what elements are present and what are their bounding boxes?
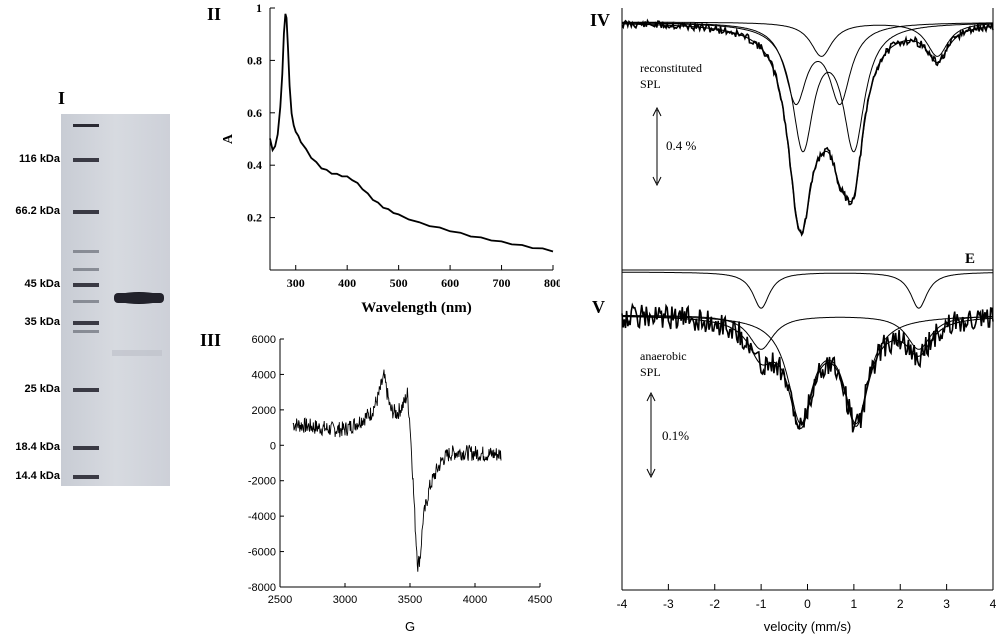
x-tick-label: 4500 bbox=[528, 594, 552, 606]
x-axis-label: Wavelength (nm) bbox=[361, 300, 471, 316]
uv-vis-chart: 300 400 500 600 700 800 0.2 0.4 0.6 0.8 1 Wavelengt… bbox=[221, 1, 560, 316]
marker-band bbox=[73, 250, 99, 253]
x-tick-label: 800 bbox=[544, 276, 560, 290]
marker-band bbox=[73, 300, 99, 303]
y-tick-label: 6000 bbox=[252, 334, 276, 346]
panel-label-II: II bbox=[207, 4, 222, 24]
y-tick-label: 1 bbox=[256, 1, 262, 15]
x-tick-label: 500 bbox=[390, 276, 408, 290]
annotation-text: SPL bbox=[640, 365, 661, 379]
x-tick-label: 1 bbox=[851, 597, 858, 611]
faint-band bbox=[112, 350, 162, 356]
component-E-line bbox=[622, 271, 994, 309]
y-tick-label: -2000 bbox=[248, 476, 276, 488]
annotation-text: anaerobic bbox=[640, 349, 687, 363]
component-line bbox=[622, 22, 993, 106]
marker-band bbox=[73, 124, 99, 127]
annotation-text: SPL bbox=[640, 77, 661, 91]
x-tick-label: -1 bbox=[756, 597, 767, 611]
marker-label: 116 kDa bbox=[19, 153, 60, 165]
marker-band bbox=[73, 446, 99, 450]
marker-label: 35 kDa bbox=[24, 316, 60, 328]
marker-band bbox=[73, 283, 99, 287]
x-tick-label: 0 bbox=[804, 597, 811, 611]
y-tick-label: 0.8 bbox=[247, 53, 262, 67]
marker-label: 18.4 kDa bbox=[15, 441, 60, 453]
x-tick-label: 300 bbox=[287, 276, 305, 290]
y-tick-label: 0.2 bbox=[247, 211, 262, 225]
scale-label: 0.4 % bbox=[666, 138, 697, 153]
epr-trace bbox=[292, 369, 502, 572]
marker-band bbox=[73, 268, 99, 271]
x-tick-label: 3000 bbox=[333, 594, 357, 606]
marker-band bbox=[73, 388, 99, 392]
x-tick-label: 4000 bbox=[463, 594, 487, 606]
data-trace bbox=[621, 18, 994, 237]
component-line bbox=[622, 21, 994, 57]
y-tick-label: 0 bbox=[270, 440, 276, 452]
x-tick-label: 2500 bbox=[268, 594, 292, 606]
panel-label-I: I bbox=[58, 88, 66, 108]
y-tick-label: 0.6 bbox=[247, 106, 262, 120]
panel-label-V: V bbox=[592, 297, 605, 317]
x-tick-label: 2 bbox=[897, 597, 904, 611]
scale-arrow bbox=[652, 106, 662, 117]
x-tick-label: 600 bbox=[441, 276, 459, 290]
x-tick-label: 700 bbox=[493, 276, 511, 290]
y-tick-label: 2000 bbox=[252, 405, 276, 417]
x-tick-label: 3 bbox=[943, 597, 950, 611]
y-axis-label: A bbox=[221, 133, 236, 144]
y-tick-label: -6000 bbox=[248, 547, 276, 559]
annotation-text: reconstituted bbox=[640, 61, 702, 75]
y-tick-label: -8000 bbox=[248, 582, 276, 594]
panel-label-E: E bbox=[965, 251, 975, 267]
marker-band bbox=[73, 158, 99, 162]
gel-panel: 116 kDa 66.2 kDa 45 kDa 35 kDa 25 kDa 18.4 kD… bbox=[0, 0, 180, 500]
marker-label: 45 kDa bbox=[24, 278, 60, 290]
absorbance-line bbox=[269, 13, 554, 253]
x-axis-label: G bbox=[405, 619, 415, 634]
x-tick-label: -2 bbox=[709, 597, 720, 611]
x-axis-label: velocity (mm/s) bbox=[764, 619, 851, 634]
data-trace bbox=[621, 302, 994, 433]
scale-arrow bbox=[652, 176, 662, 187]
mossbauer-chart: -4 -3 -2 -1 0 1 2 3 4 velocity (mm/s) reconstitute… bbox=[617, 8, 997, 634]
x-tick-label: -3 bbox=[663, 597, 674, 611]
x-tick-label: 3500 bbox=[398, 594, 422, 606]
marker-band bbox=[73, 475, 99, 479]
component-line bbox=[622, 22, 993, 153]
x-tick-label: 4 bbox=[990, 597, 997, 611]
marker-label: 66.2 kDa bbox=[15, 205, 60, 217]
y-tick-label: 4000 bbox=[252, 369, 276, 381]
gel-image bbox=[61, 114, 170, 486]
scale-label: 0.1% bbox=[662, 428, 689, 443]
x-tick-label: 400 bbox=[338, 276, 356, 290]
scale-arrow bbox=[646, 391, 656, 402]
protein-band-core bbox=[114, 293, 164, 303]
panel-label-IV: IV bbox=[590, 10, 611, 30]
fit-line bbox=[622, 23, 994, 234]
marker-band bbox=[73, 321, 99, 325]
y-tick-label: 0.4 bbox=[247, 158, 262, 172]
marker-band bbox=[73, 210, 99, 214]
x-tick-label: -4 bbox=[617, 597, 628, 611]
marker-band bbox=[73, 330, 99, 333]
y-tick-label: -4000 bbox=[248, 511, 276, 523]
marker-label: 14.4 kDa bbox=[15, 470, 60, 482]
marker-label: 25 kDa bbox=[24, 383, 60, 395]
epr-chart: 2500 3000 3500 4000 4500 -8000 -6000 -4000 -2000… bbox=[248, 334, 552, 634]
panel-label-III: III bbox=[200, 330, 222, 350]
scale-arrow bbox=[646, 468, 656, 479]
